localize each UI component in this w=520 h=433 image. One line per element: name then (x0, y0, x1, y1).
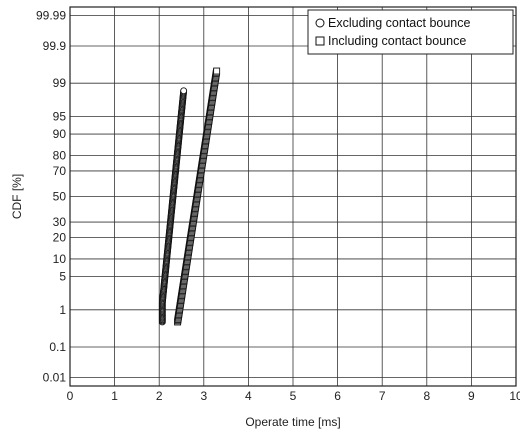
y-tick-label: 99.9 (43, 39, 67, 53)
legend-label-including: Including contact bounce (328, 34, 466, 48)
legend-circle-marker (315, 18, 325, 28)
x-tick-label: 0 (67, 389, 74, 403)
data-points (158, 67, 221, 326)
y-tick-label: 99 (53, 76, 67, 90)
y-tick-label: 0.1 (49, 340, 66, 354)
data-point (180, 87, 188, 95)
y-tick-label: 70 (53, 164, 67, 178)
legend-square-marker (315, 36, 325, 46)
x-tick-label: 10 (509, 389, 520, 403)
series-excluding-bounce (158, 87, 188, 326)
y-tick-label: 50 (53, 190, 67, 204)
legend: Excluding contact bounce Including conta… (307, 9, 514, 55)
x-tick-label: 2 (156, 389, 163, 403)
x-tick-label: 4 (245, 389, 252, 403)
x-axis-title: Operate time [ms] (245, 415, 340, 429)
grid-lines (70, 7, 516, 386)
x-tick-label: 9 (468, 389, 475, 403)
y-tick-label: 99.99 (36, 8, 66, 22)
y-tick-label: 95 (53, 109, 67, 123)
x-tick-label: 7 (379, 389, 386, 403)
y-axis-title: CDF [%] (10, 174, 24, 219)
y-tick-label: 5 (59, 270, 66, 284)
plot-frame (69, 6, 517, 387)
legend-box (307, 9, 514, 55)
y-tick-label: 90 (53, 127, 67, 141)
x-tick-label: 3 (200, 389, 207, 403)
x-tick-label: 5 (290, 389, 297, 403)
y-tick-label: 80 (53, 149, 67, 163)
legend-entry-excluding: Excluding contact bounce (315, 16, 471, 30)
legend-label-excluding: Excluding contact bounce (328, 16, 471, 30)
y-tick-label: 0.01 (43, 371, 67, 385)
y-tick-label: 30 (53, 215, 67, 229)
y-tick-label: 10 (53, 252, 67, 266)
x-tick-label: 1 (111, 389, 118, 403)
x-tick-label: 8 (423, 389, 430, 403)
x-tick-label: 6 (334, 389, 341, 403)
series-including-bounce (174, 67, 221, 326)
y-tick-label: 1 (59, 303, 66, 317)
data-point (213, 67, 221, 75)
y-tick-label: 20 (53, 230, 67, 244)
legend-entry-including: Including contact bounce (315, 34, 466, 48)
x-tick-labels: 0 1 2 3 4 5 6 7 8 9 10 (67, 389, 520, 403)
